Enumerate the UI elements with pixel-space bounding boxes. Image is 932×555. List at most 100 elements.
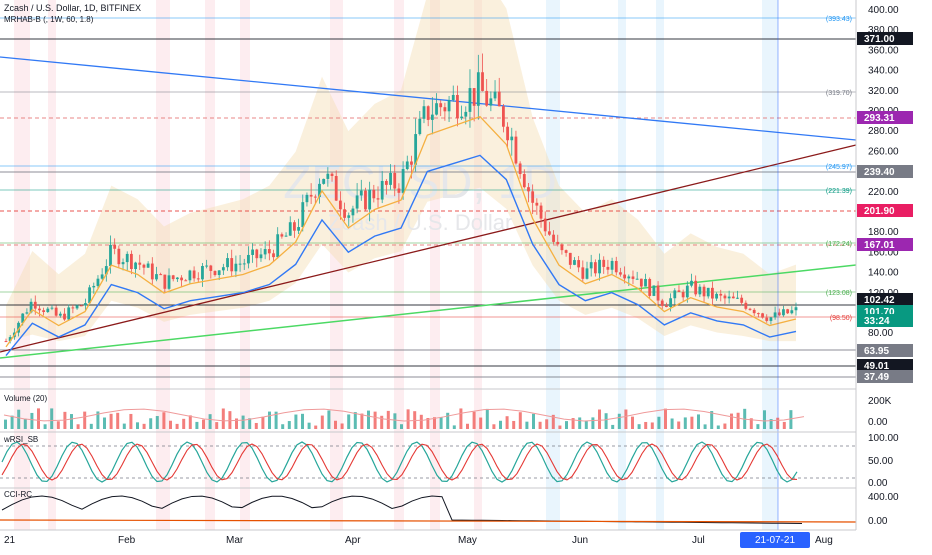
price-tag-label: 101.70 [864,307,895,318]
candle-body [610,260,614,270]
candle-body [497,91,501,107]
candle-body [481,72,484,91]
candle-body [104,266,108,275]
candle-body [121,262,125,265]
price-tag [857,238,913,251]
candle-body [58,313,62,316]
volume-bar [657,416,661,429]
volume-bar [439,417,443,429]
price-tick-label: 280.00 [868,126,899,137]
volume-bar [83,411,87,429]
indicator-panes [0,388,932,531]
candle-body [146,263,150,268]
volume-bar [538,421,542,429]
candle-body [623,274,627,279]
fib-label: (245.97) [826,164,852,171]
highlight-band [762,0,778,530]
volume-bar [122,423,126,429]
volume-bar [789,410,793,429]
volume-bar [248,418,252,429]
volume-average-line [3,408,805,422]
candle-body [552,234,555,242]
volume-bar [294,414,298,429]
volume-bar [512,420,516,429]
wrsi-tick-label: 100.00 [868,433,899,444]
volume-bar [545,419,549,429]
highlight-band [546,0,560,530]
candle-body [297,227,300,231]
volume-bar [254,422,258,429]
price-tag-label: 102.42 [864,295,895,306]
volume-bar [532,413,535,429]
wrsi-tick-label: 0.00 [868,478,888,489]
volume-bar [631,416,634,429]
candle-body [514,136,518,164]
candle-body [159,274,163,276]
price-tick-label: 360.00 [868,45,899,56]
candle-body [368,189,372,210]
cci-tick-label: 400.00 [868,492,899,503]
candle-body [180,277,183,281]
candle-body [372,189,376,199]
candle-body [439,103,443,108]
candle-body [715,293,718,299]
candles [4,0,798,530]
candle-body [109,244,112,267]
candle-body [464,111,468,117]
candle-body [547,231,551,235]
candle-body [727,296,731,299]
volume-bar [116,412,120,429]
candle-body [280,234,284,237]
candle-body [205,265,209,267]
price-tags: 371.00 293.31 239.40 201.90 167.01 102.42101.… [857,32,913,383]
candle-body [719,293,723,296]
candle-body [376,198,380,200]
candle-body [635,278,639,280]
candle-body [267,249,271,254]
candle-body [163,274,167,289]
volume-bar [433,417,436,429]
candle-body [752,309,756,314]
support-line [0,264,857,359]
highlight-band [240,0,250,530]
candle-body [338,200,342,210]
volume-bar [109,413,113,429]
time-tick-label: Jun [572,535,588,546]
volume-bar [43,424,47,429]
volume-bar [723,423,727,429]
price-tag-label: 37.49 [864,372,889,383]
volume-bar [169,420,172,429]
candle-body [761,313,764,318]
volume-bar [400,424,403,429]
wrsi-tick-label: 50.00 [868,456,893,467]
candle-body [410,161,413,165]
volume-bar [611,424,615,429]
candle-body [510,136,514,141]
price-tag-label: 49.01 [864,361,889,372]
candle-body [359,190,363,196]
trend-lines [0,56,857,359]
highlight-band [618,0,626,530]
volume-bar [518,412,522,429]
price-tag [857,111,913,124]
volume-bar [565,421,568,429]
candle-body [255,249,259,259]
candle-body [476,72,480,106]
candle-body [414,134,418,165]
candle-body [113,244,117,249]
volume-tick-label: 200K [868,396,892,407]
candle-body [234,263,238,272]
price-tag-label: 33:24 [864,316,890,327]
price-tick-label: 220.00 [868,187,899,198]
candle-body [786,309,790,314]
candle-body [485,90,489,106]
candle-body [790,310,794,314]
candle-body [4,341,8,343]
time-tick-label: 21 [4,535,16,546]
price-tick-label: 160.00 [868,247,899,258]
highlight-band [394,0,404,530]
candle-body [54,307,58,316]
volume-bar [683,417,687,429]
volume-bar [446,412,450,429]
